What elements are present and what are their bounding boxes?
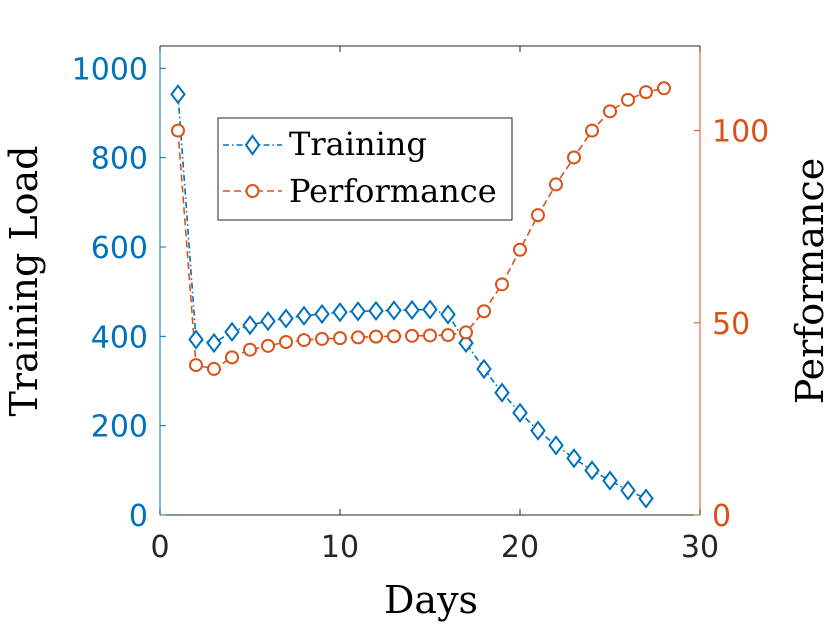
legend-label-training: Training xyxy=(289,125,427,163)
training-point-day-21 xyxy=(530,420,546,441)
training-point-day-17 xyxy=(458,332,474,354)
y-right-axis-title: Performance xyxy=(788,158,832,405)
training-point-day-27 xyxy=(638,488,654,509)
performance-point-day-1 xyxy=(171,123,185,138)
performance-point-day-13 xyxy=(387,329,401,344)
performance-point-day-18 xyxy=(477,304,491,319)
training-point-day-24 xyxy=(584,460,600,481)
performance-point-day-7 xyxy=(279,335,293,350)
training-point-day-8 xyxy=(296,305,312,326)
training-point-day-22 xyxy=(548,435,564,456)
training-point-day-20 xyxy=(512,402,528,423)
training-point-day-7 xyxy=(278,308,294,329)
y-right-tick-labels: 0 50 100 xyxy=(712,115,769,534)
training-point-day-25 xyxy=(602,470,618,491)
legend-marker-performance xyxy=(245,184,260,198)
y-right-tick-label: 50 xyxy=(712,307,750,342)
x-axis-title: Days xyxy=(384,578,478,622)
tick-marks xyxy=(159,46,701,516)
training-point-day-12 xyxy=(368,300,384,322)
y-left-tick-label: 600 xyxy=(91,231,148,266)
performance-point-day-10 xyxy=(333,331,347,346)
performance-point-day-20 xyxy=(513,242,527,257)
performance-point-day-17 xyxy=(459,325,473,340)
performance-point-day-19 xyxy=(495,277,509,292)
training-point-day-19 xyxy=(494,382,510,403)
performance-point-day-23 xyxy=(567,150,581,165)
performance-point-day-22 xyxy=(549,177,563,192)
training-point-day-3 xyxy=(206,332,222,354)
performance-point-day-5 xyxy=(243,342,257,357)
x-tick-label: 20 xyxy=(501,530,539,565)
training-point-day-15 xyxy=(422,299,438,320)
performance-point-day-14 xyxy=(405,328,419,343)
performance-point-day-8 xyxy=(297,333,311,348)
performance-point-day-26 xyxy=(621,92,635,107)
performance-point-day-11 xyxy=(351,330,365,345)
x-tick-labels: 0 10 20 30 xyxy=(150,530,719,565)
y-right-tick-label: 100 xyxy=(712,115,769,150)
performance-point-day-28 xyxy=(657,81,671,96)
legend: Training Performance xyxy=(217,117,513,221)
axes xyxy=(159,45,701,516)
performance-point-day-21 xyxy=(531,208,545,223)
training-point-day-26 xyxy=(620,480,636,501)
performance-point-day-2 xyxy=(189,358,203,373)
performance-point-day-16 xyxy=(441,328,455,343)
performance-point-day-27 xyxy=(639,85,653,100)
training-point-day-1 xyxy=(170,84,186,105)
performance-point-day-12 xyxy=(369,329,383,344)
x-tick-label: 10 xyxy=(321,530,359,565)
x-tick-label: 30 xyxy=(681,530,719,565)
y-left-tick-label: 0 xyxy=(129,499,148,534)
series-markers xyxy=(170,81,671,509)
training-point-day-14 xyxy=(404,299,420,321)
y-left-tick-label: 400 xyxy=(91,320,148,355)
series-line-performance xyxy=(177,87,665,370)
training-point-day-23 xyxy=(566,448,582,469)
training-point-day-4 xyxy=(224,321,240,343)
y-left-tick-label: 1000 xyxy=(72,52,148,87)
training-point-day-6 xyxy=(260,311,276,332)
training-point-day-9 xyxy=(314,303,330,325)
training-point-day-16 xyxy=(440,304,456,325)
training-point-day-5 xyxy=(242,315,258,336)
legend-label-performance: Performance xyxy=(289,172,497,210)
y-left-tick-labels: 0 200 400 600 800 1000 xyxy=(72,52,148,534)
performance-point-day-9 xyxy=(315,331,329,346)
x-tick-label: 0 xyxy=(150,530,169,565)
performance-point-day-25 xyxy=(603,104,617,119)
legend-box xyxy=(217,117,513,221)
training-point-day-11 xyxy=(350,301,366,322)
y-left-tick-label: 800 xyxy=(91,142,148,177)
training-point-day-10 xyxy=(332,302,348,323)
performance-point-day-24 xyxy=(585,123,599,138)
performance-point-day-3 xyxy=(207,361,221,376)
y-left-tick-label: 200 xyxy=(91,410,148,445)
legend-marker-training xyxy=(244,134,261,156)
training-point-day-2 xyxy=(188,329,204,350)
y-right-tick-label: 0 xyxy=(712,499,731,534)
y-left-axis-title: Training Load xyxy=(2,146,46,417)
performance-point-day-6 xyxy=(261,338,275,353)
training-point-day-18 xyxy=(476,358,492,380)
performance-point-day-15 xyxy=(423,328,437,343)
performance-point-day-4 xyxy=(225,350,239,365)
training-point-day-13 xyxy=(386,300,402,321)
